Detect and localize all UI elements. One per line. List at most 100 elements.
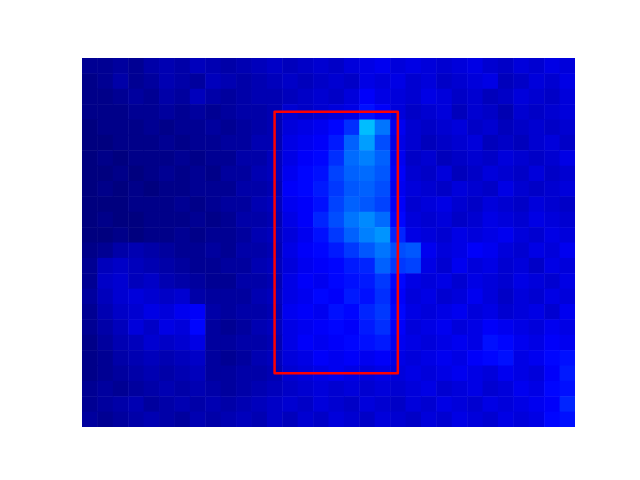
cell [483, 381, 499, 397]
cell [159, 412, 175, 427]
cell [498, 181, 514, 197]
cell [544, 150, 560, 166]
cell [97, 396, 113, 412]
cell [251, 350, 267, 366]
cell [436, 150, 452, 166]
cell [282, 258, 298, 274]
cell [144, 181, 160, 197]
cell [483, 335, 499, 351]
cell [375, 258, 391, 274]
cell [467, 319, 483, 335]
cell [467, 335, 483, 351]
cell [529, 396, 545, 412]
cell [544, 243, 560, 259]
cell [344, 73, 360, 89]
cell [221, 273, 237, 289]
cell [159, 73, 175, 89]
cell [359, 120, 375, 136]
cell [406, 289, 422, 305]
cell [406, 120, 422, 136]
cell [406, 227, 422, 243]
cell [282, 212, 298, 228]
cell [174, 381, 190, 397]
cell [436, 58, 452, 74]
cell [452, 381, 468, 397]
cell [251, 89, 267, 105]
cell [190, 227, 206, 243]
cell [560, 120, 575, 136]
cell [452, 366, 468, 382]
cell [313, 212, 329, 228]
cell [529, 258, 545, 274]
cell [313, 135, 329, 151]
cell [329, 135, 345, 151]
cell [529, 58, 545, 74]
cell [406, 73, 422, 89]
cell [113, 135, 129, 151]
cell [483, 289, 499, 305]
cell [544, 73, 560, 89]
cell [251, 212, 267, 228]
cell [421, 58, 437, 74]
cell [313, 120, 329, 136]
cell [97, 335, 113, 351]
cell [406, 89, 422, 105]
cell [344, 166, 360, 182]
cell [128, 104, 144, 120]
cell [329, 289, 345, 305]
cell [282, 135, 298, 151]
cell [359, 135, 375, 151]
cell [174, 150, 190, 166]
cell [298, 227, 314, 243]
cell [113, 258, 129, 274]
cell [529, 227, 545, 243]
cell [174, 104, 190, 120]
cell [483, 319, 499, 335]
cell [113, 273, 129, 289]
cell [529, 89, 545, 105]
cell [344, 350, 360, 366]
cell [97, 366, 113, 382]
cell [498, 227, 514, 243]
cell [513, 412, 529, 427]
cell [544, 304, 560, 320]
cell [159, 89, 175, 105]
cell [544, 196, 560, 212]
cell [452, 335, 468, 351]
cell [298, 396, 314, 412]
cell [406, 304, 422, 320]
cell [236, 273, 252, 289]
cell [513, 135, 529, 151]
cell [406, 366, 422, 382]
cell [236, 181, 252, 197]
cell [329, 412, 345, 427]
cell [251, 196, 267, 212]
cell [174, 366, 190, 382]
highlight-box [275, 112, 398, 373]
cell [344, 243, 360, 259]
cell [467, 289, 483, 305]
cell [359, 227, 375, 243]
cell [513, 120, 529, 136]
cell [113, 150, 129, 166]
cell [128, 273, 144, 289]
cell [560, 335, 575, 351]
cell [467, 166, 483, 182]
cell [236, 120, 252, 136]
cell [174, 304, 190, 320]
cell [97, 243, 113, 259]
cell [344, 89, 360, 105]
cell [113, 166, 129, 182]
cell [298, 196, 314, 212]
cell [344, 335, 360, 351]
cell [359, 73, 375, 89]
cell [298, 166, 314, 182]
cell [97, 289, 113, 305]
cell [205, 58, 221, 74]
cell [544, 289, 560, 305]
cell [375, 73, 391, 89]
cell [436, 166, 452, 182]
cell [144, 120, 160, 136]
cell [190, 212, 206, 228]
cell [329, 212, 345, 228]
